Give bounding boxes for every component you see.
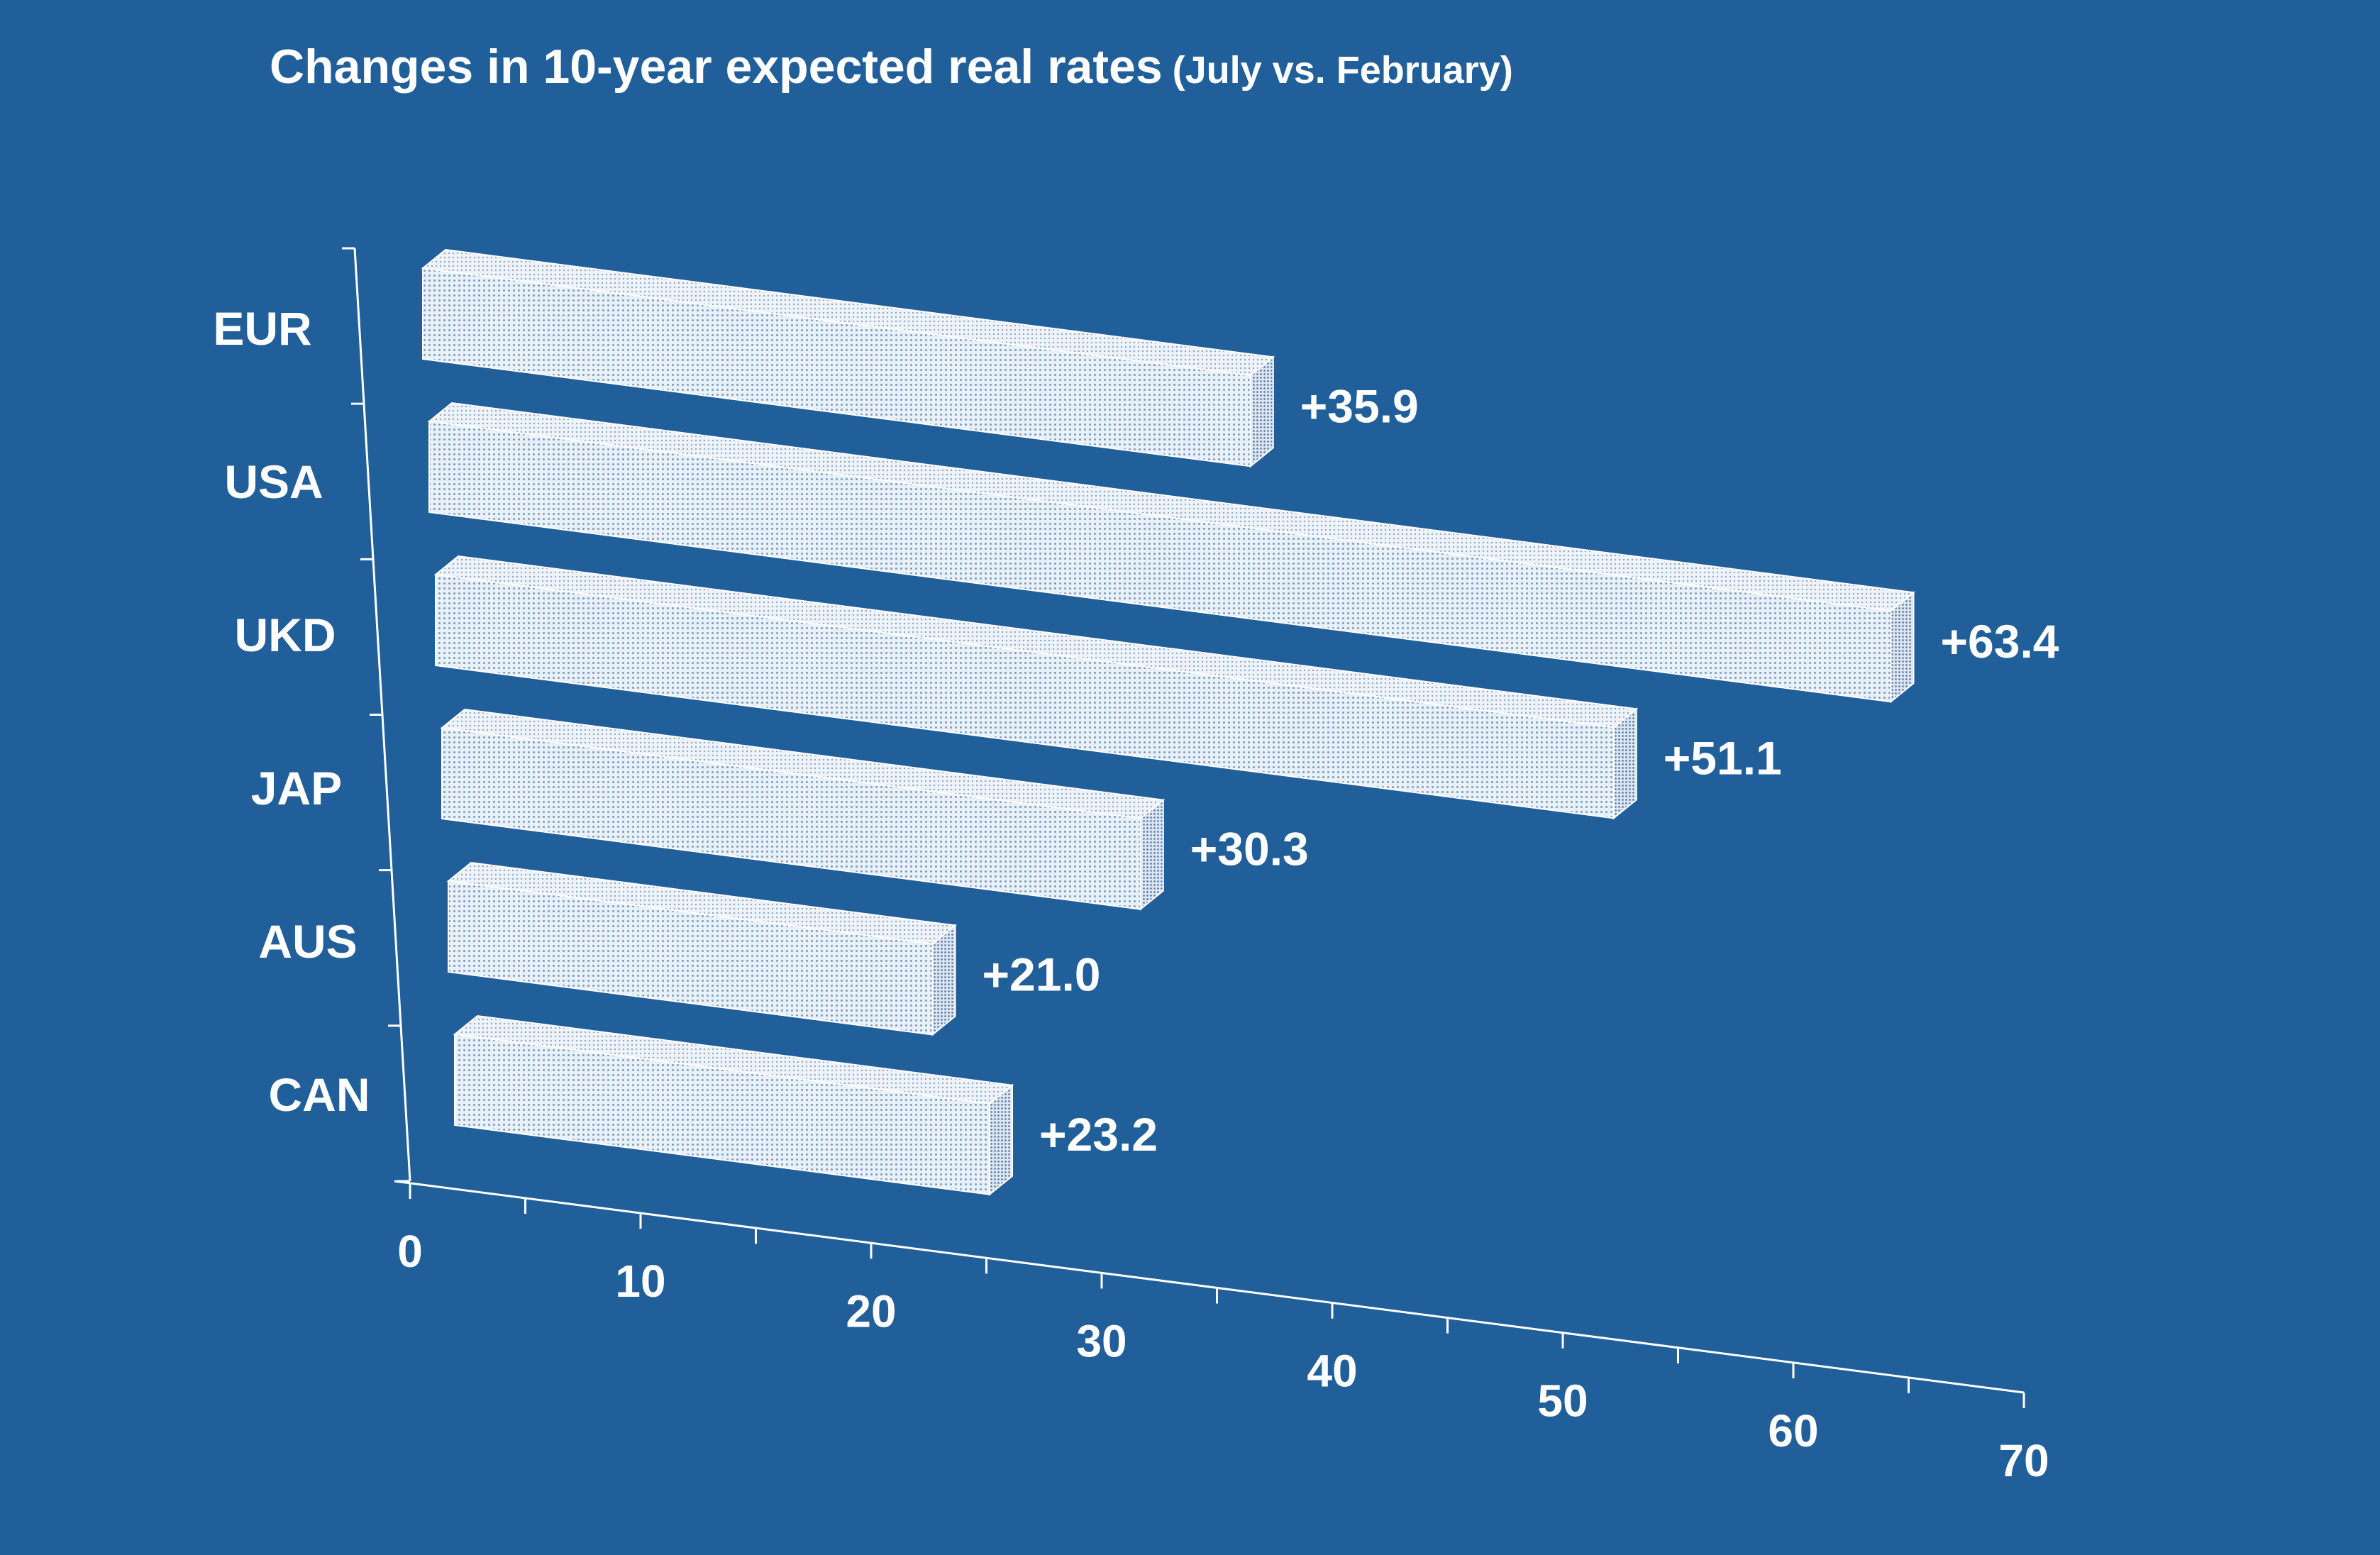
bar-side-face	[931, 924, 956, 1036]
value-axis: 0 10 20 30 40 50 60 70	[394, 1180, 2049, 1486]
bar-value-label: +51.1	[1664, 731, 1782, 784]
bar-group: CAN +23.2	[269, 1014, 1158, 1196]
value-axis-tick-label: 30	[1076, 1315, 1127, 1366]
bar-value-label: +63.4	[1941, 615, 2059, 668]
bar-side-face	[1890, 591, 1915, 704]
value-axis-tick-label: 0	[397, 1226, 423, 1277]
bar-front-face	[428, 420, 1892, 703]
bar-side-face	[1249, 355, 1274, 468]
bar-front-face	[454, 1033, 990, 1195]
value-axis-tick-label: 50	[1537, 1376, 1588, 1427]
value-axis-line	[394, 1180, 2025, 1394]
bar-front-face	[422, 267, 1251, 467]
category-label: USA	[224, 455, 323, 508]
bar-group: AUS +21.0	[258, 861, 1101, 1036]
bar-side-face	[989, 1083, 1013, 1196]
chart-title: Changes in 10-year expected real rates (J…	[270, 39, 1513, 94]
bar-group: EUR +35.9	[213, 248, 1419, 468]
category-label: UKD	[235, 609, 336, 661]
bar-side-face	[1612, 707, 1637, 820]
bars: EUR +35.9 USA +63.4 UKD +51.1 JAP +30.3 AUS +21.0…	[213, 248, 2059, 1196]
bar-group: UKD +51.1	[235, 555, 1782, 820]
bar-side-face	[1139, 798, 1164, 911]
category-axis	[342, 247, 411, 1183]
bar-group: JAP +30.3	[251, 708, 1309, 911]
bar-group: USA +63.4	[224, 402, 2059, 704]
value-axis-tick-label: 40	[1307, 1346, 1357, 1397]
bar-front-face	[435, 573, 1615, 819]
value-axis-tick-label: 70	[1998, 1435, 2049, 1486]
bar-value-label: +35.9	[1300, 380, 1419, 432]
value-axis-tick-label: 60	[1768, 1405, 1818, 1456]
category-label: EUR	[213, 302, 311, 355]
category-label: JAP	[251, 762, 342, 814]
category-label: CAN	[269, 1068, 370, 1121]
bar-front-face	[441, 726, 1141, 910]
chart-subtitle: (July vs. February)	[1172, 49, 1513, 92]
bar-front-face	[448, 880, 934, 1036]
bar-value-label: +30.3	[1190, 823, 1309, 875]
value-axis-tick-label: 10	[615, 1256, 665, 1307]
chart-title-main: Changes in 10-year expected real rates	[270, 40, 1163, 94]
bar-value-label: +21.0	[983, 948, 1101, 1001]
value-axis-tick-label: 20	[846, 1285, 896, 1337]
bar-value-label: +23.2	[1039, 1108, 1158, 1161]
category-label: AUS	[258, 915, 357, 968]
